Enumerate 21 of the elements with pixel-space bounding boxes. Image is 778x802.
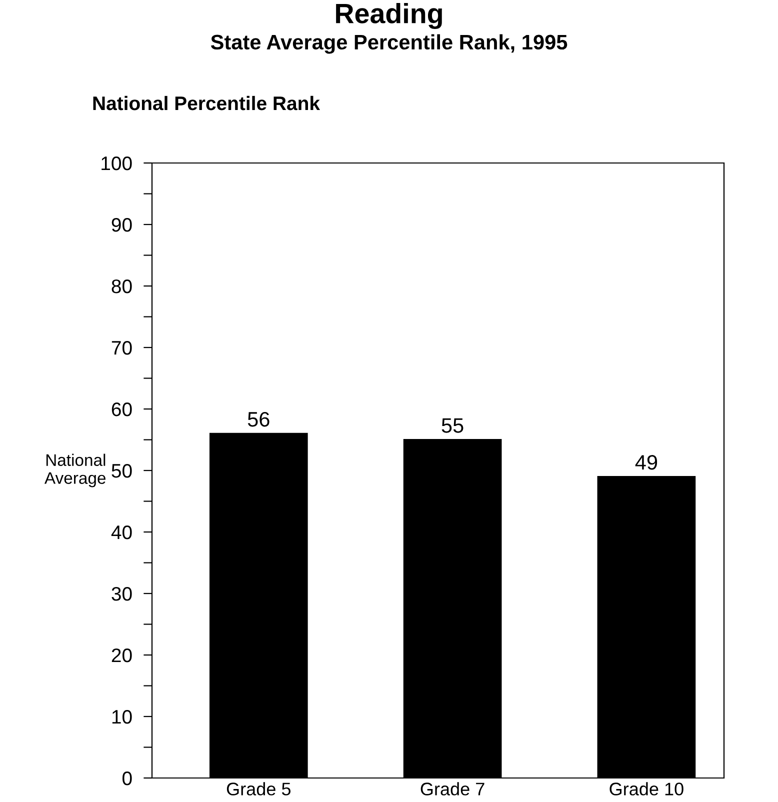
x-tick-label: Grade 7 [420,782,484,796]
y-tick-label: 80 [112,279,132,294]
x-tick-label: Grade 10 [610,782,684,796]
x-tick-label: Grade 5 [226,782,291,796]
data-label: 55 [442,418,464,433]
y-tick-label: 0 [122,771,132,786]
y-tick-label: 60 [112,402,132,416]
chart-subtitle: State Average Percentile Rank, 1995 [210,34,568,54]
y-tick-label: 20 [112,648,132,662]
y-tick-label: 30 [112,586,132,601]
y-tick-label: 70 [112,340,132,355]
y-tick-label: 100 [102,156,132,170]
y-tick-label: 40 [111,525,132,540]
chart-title: Reading [336,2,442,30]
data-label: 49 [635,455,658,470]
y-axis-title: National Percentile Rank [93,96,320,110]
y-tick-label: 50 [112,464,132,478]
text: National Average [44,454,106,488]
data-label: 56 [248,412,270,427]
y-tick-label: 90 [112,218,132,232]
y-tick-label: 10 [112,710,132,724]
